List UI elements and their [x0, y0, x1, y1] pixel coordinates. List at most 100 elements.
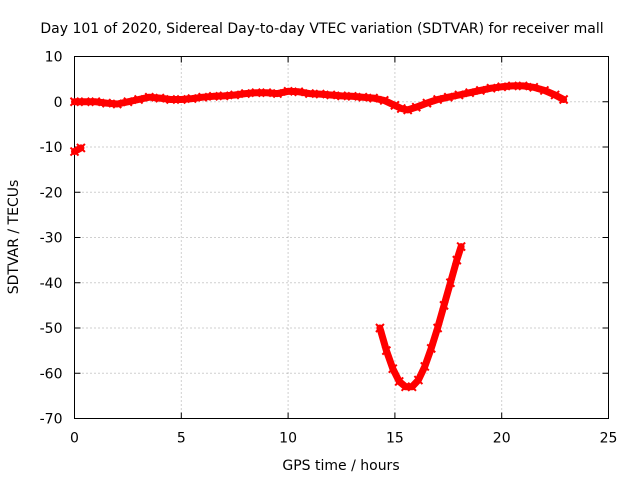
data-point-cross: [133, 94, 144, 105]
data-point-cross: [101, 98, 112, 108]
data-point-cross: [347, 91, 357, 102]
data-point: [432, 323, 443, 333]
data-point-cross: [422, 98, 432, 108]
data-point-cross: [112, 99, 122, 109]
data-point-cross: [69, 146, 80, 157]
data-point: [133, 94, 144, 105]
data-point: [443, 92, 454, 102]
data-point-cross: [558, 94, 569, 105]
x-tick-label: 0: [70, 431, 79, 447]
data-point: [176, 94, 187, 105]
data-point: [496, 82, 507, 92]
data-point: [208, 91, 219, 102]
data-point-cross: [432, 94, 443, 105]
data-point: [69, 97, 80, 107]
data-point-cross: [294, 87, 304, 97]
data-point: [475, 85, 486, 96]
data-point-cross: [452, 255, 462, 265]
data-point-cross: [413, 375, 424, 385]
data-point-cross: [464, 87, 475, 98]
data-point-cross: [76, 143, 86, 153]
data-point: [251, 87, 261, 98]
data-point: [439, 300, 449, 311]
data-point: [101, 98, 112, 108]
data-point: [368, 93, 379, 103]
data-point-cross: [155, 93, 165, 103]
data-point-cross: [439, 300, 449, 311]
data-point-cross: [283, 86, 293, 97]
x-tick-label: 15: [386, 431, 404, 447]
y-tick-label: -40: [40, 276, 63, 292]
data-point-cross: [91, 97, 101, 107]
data-point-cross: [486, 83, 496, 93]
data-point: [558, 94, 569, 105]
data-point: [518, 81, 528, 91]
data-point: [272, 88, 283, 99]
data-point: [358, 92, 368, 102]
data-point-cross: [394, 376, 404, 387]
data-point: [486, 83, 496, 93]
y-tick-label: -10: [40, 140, 63, 156]
data-point-cross: [326, 90, 336, 100]
data-point: [388, 364, 398, 374]
data-point: [112, 99, 122, 109]
data-point: [375, 323, 385, 333]
data-point-cross: [518, 81, 528, 91]
data-point: [347, 91, 357, 102]
data-point: [432, 94, 443, 105]
data-point-cross: [507, 81, 518, 91]
data-point-cross: [550, 90, 560, 100]
data-point: [445, 278, 456, 288]
data-point-cross: [176, 94, 187, 105]
data-point-cross: [240, 88, 251, 99]
y-tick-label: -50: [40, 321, 63, 337]
data-point: [262, 87, 272, 98]
x-tick-label: 5: [177, 431, 186, 447]
data-point: [456, 241, 466, 252]
data-point-cross: [475, 85, 486, 96]
data-point: [187, 93, 197, 104]
data-point-cross: [304, 88, 315, 99]
x-tick-label: 25: [600, 431, 618, 447]
data-point-cross: [197, 92, 208, 102]
data-point: [240, 88, 251, 99]
data-point-cross: [69, 97, 80, 107]
data-point-cross: [272, 88, 283, 99]
chart-title: Day 101 of 2020, Sidereal Day-to-day VTE…: [40, 21, 603, 37]
data-point-cross: [496, 82, 507, 92]
data-point-cross: [375, 323, 385, 333]
data-point-cross: [420, 361, 430, 372]
data-point: [411, 102, 421, 112]
data-point-cross: [262, 87, 272, 98]
data-point-cross: [456, 241, 466, 252]
data-point-cross: [443, 92, 454, 102]
data-point: [413, 375, 424, 385]
data-point: [326, 90, 336, 100]
data-point: [379, 95, 389, 106]
series-layer: [69, 81, 569, 392]
data-point: [219, 91, 229, 101]
data-point-cross: [315, 89, 325, 99]
data-point-cross: [445, 278, 456, 288]
data-point-cross: [251, 87, 261, 98]
data-point: [144, 92, 154, 102]
data-point-cross: [123, 97, 133, 107]
data-point: [381, 345, 392, 356]
data-point: [69, 146, 80, 157]
data-point-cross: [403, 105, 413, 115]
data-point: [80, 97, 90, 107]
data-point: [420, 361, 430, 372]
data-point-cross: [454, 90, 464, 100]
data-point: [123, 97, 133, 107]
data-point-cross: [411, 102, 421, 112]
data-point-cross: [381, 345, 392, 356]
data-point-cross: [539, 85, 550, 96]
grid-layer: [74, 56, 609, 419]
data-point-cross: [336, 91, 347, 101]
y-axis-label: SDTVAR / TECUs: [6, 180, 22, 295]
data-point: [294, 87, 304, 97]
data-point: [529, 82, 539, 92]
data-point-cross: [358, 92, 368, 102]
data-point-cross: [432, 323, 443, 333]
